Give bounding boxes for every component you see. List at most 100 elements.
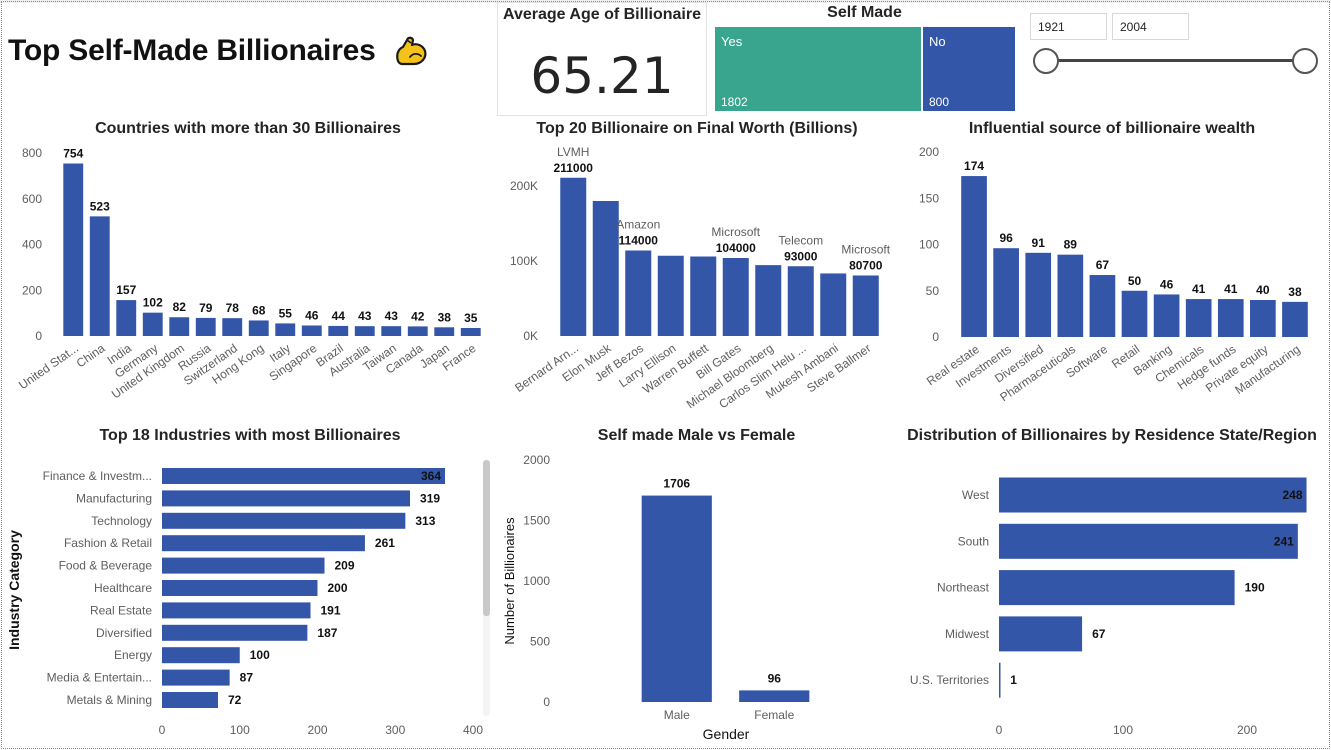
- bar: [1250, 300, 1276, 337]
- x-tick-label: 300: [385, 723, 405, 737]
- x-tick-label: Male: [664, 708, 690, 722]
- source-label: LVMH: [557, 145, 589, 159]
- bar: [1217, 299, 1244, 337]
- bar: [641, 495, 712, 702]
- bar: [162, 692, 218, 708]
- x-tick-label: Female: [754, 708, 794, 722]
- y-axis-title: Number of Billionaires: [502, 517, 517, 645]
- bar: [169, 317, 190, 336]
- bar: [999, 616, 1083, 652]
- bar: [1025, 252, 1052, 337]
- bar: [301, 325, 322, 336]
- sources-chart-title: Influential source of billionaire wealth: [968, 120, 1256, 137]
- data-label: 523: [90, 199, 110, 213]
- x-tick-label: 100: [1113, 723, 1133, 737]
- y-tick-label: 400: [22, 238, 42, 252]
- y-tick-label: Northeast: [937, 581, 990, 595]
- x-tick-label: 100: [230, 723, 250, 737]
- countries-chart-title: Countries with more than 30 Billionaires: [95, 120, 401, 137]
- y-tick-label: 1500: [523, 514, 550, 528]
- y-tick-label: 1000: [523, 574, 550, 588]
- bar: [434, 327, 455, 336]
- data-label: 72: [228, 693, 242, 707]
- bar: [657, 255, 684, 336]
- bar: [162, 624, 308, 641]
- data-label: 754: [63, 147, 83, 161]
- bar: [592, 201, 619, 336]
- data-label: 200: [328, 581, 348, 595]
- y-tick-label: 600: [22, 192, 42, 206]
- average-age-label: Average Age of Billionaire: [503, 6, 701, 23]
- y-tick-label: 2000: [523, 453, 550, 467]
- industries-scrollbar-thumb[interactable]: [483, 460, 490, 616]
- bar: [63, 163, 84, 336]
- y-tick-label: 100: [919, 238, 939, 252]
- year-end-input[interactable]: 2004: [1112, 13, 1189, 40]
- x-tick-label: 0: [996, 723, 1003, 737]
- y-tick-label: 200: [22, 283, 42, 297]
- bar: [560, 177, 587, 336]
- report-title: Top Self-Made Billionaires: [8, 34, 376, 67]
- data-label: 80700: [849, 258, 883, 272]
- data-label: 261: [375, 536, 395, 550]
- data-label: 104000: [716, 241, 756, 255]
- bar: [739, 690, 810, 702]
- self-made-no-count: 800: [929, 95, 950, 109]
- industries-chart-title: Top 18 Industries with most Billionaires: [99, 427, 401, 444]
- y-tick-label: 0: [35, 329, 42, 343]
- bar: [999, 523, 1298, 559]
- bar: [787, 266, 814, 336]
- year-slider-track[interactable]: [1046, 59, 1305, 62]
- data-label: 78: [226, 301, 240, 315]
- data-label: 42: [411, 309, 425, 323]
- bar: [222, 318, 243, 336]
- bar: [195, 317, 216, 336]
- data-label: 87: [240, 671, 254, 685]
- data-label: 187: [317, 626, 337, 640]
- bar: [460, 327, 481, 336]
- bar: [354, 326, 375, 336]
- data-label: 46: [1160, 277, 1174, 291]
- self-made-no-tile[interactable]: No 800: [923, 27, 1015, 111]
- self-made-yes-count: 1802: [721, 95, 748, 109]
- self-made-title: Self Made: [827, 4, 902, 21]
- year-slider-end-handle[interactable]: [1292, 48, 1318, 74]
- source-label: Microsoft: [711, 225, 760, 239]
- year-slider-start-handle[interactable]: [1033, 48, 1059, 74]
- x-tick-label: 0: [159, 723, 166, 737]
- year-start-input[interactable]: 1921: [1030, 13, 1107, 40]
- bar: [275, 323, 296, 336]
- y-tick-label: 0K: [523, 329, 538, 343]
- y-tick-label: Technology: [91, 514, 152, 528]
- self-made-yes-label: Yes: [721, 34, 743, 49]
- source-label: Telecom: [778, 233, 823, 247]
- y-tick-label: Fashion & Retail: [64, 536, 152, 550]
- data-label: 40: [1256, 283, 1270, 297]
- y-tick-label: U.S. Territories: [910, 673, 989, 687]
- y-tick-label: Real Estate: [90, 603, 152, 617]
- data-label: 44: [332, 309, 346, 323]
- x-tick-label: 400: [463, 723, 483, 737]
- data-label: 100: [250, 648, 270, 662]
- bar: [162, 512, 406, 529]
- y-tick-label: 0: [932, 330, 939, 344]
- bar: [162, 669, 230, 686]
- data-label: 364: [421, 469, 441, 483]
- regions-chart-title: Distribution of Billionaires by Residenc…: [907, 427, 1317, 444]
- y-tick-label: West: [962, 488, 990, 502]
- data-label: 43: [385, 309, 399, 323]
- data-label: 157: [116, 283, 136, 297]
- y-tick-label: South: [958, 534, 989, 548]
- self-made-yes-tile[interactable]: Yes 1802: [715, 27, 921, 111]
- bar: [625, 250, 652, 336]
- data-label: 89: [1064, 238, 1078, 252]
- bar: [999, 477, 1307, 513]
- bar: [162, 468, 446, 484]
- y-tick-label: Midwest: [945, 627, 990, 641]
- bar: [999, 570, 1235, 606]
